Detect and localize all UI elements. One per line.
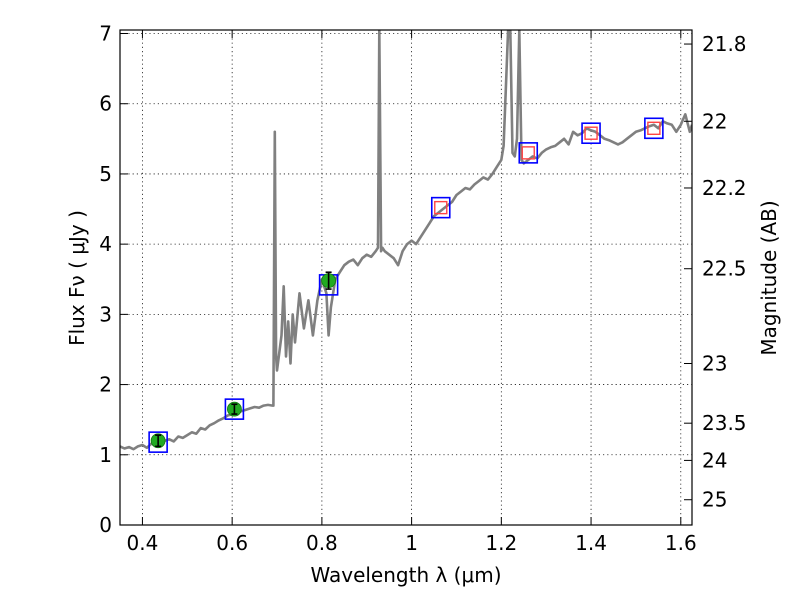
plot-frame [119,29,693,526]
tick-marks [120,30,692,526]
x-tick-label: 0.4 [127,531,159,555]
x-tick-label: 1.4 [575,531,607,555]
right-tick-label: 24 [702,448,727,472]
model-flux-box [148,431,168,453]
y-tick-label: 3 [99,302,112,326]
right-tick-label: 22 [702,109,727,133]
nir-photometry-marker [647,121,661,135]
spectrum-line [120,30,692,451]
right-tick-label: 25 [702,488,727,512]
model-flux-box [581,122,601,145]
y-tick-label: 1 [99,443,112,467]
x-tick-labels: 0.4 0.6 0.8 1 1.2 1.4 1.6 [127,531,697,555]
y-tick-label: 6 [99,92,112,116]
model-flux-box [644,117,664,140]
x-tick-label: 1.2 [485,531,517,555]
x-tick-label: 1.6 [665,531,697,555]
y-tick-label: 5 [99,162,112,186]
x-tick-label: 0.8 [306,531,338,555]
x-tick-label: 0.6 [216,531,248,555]
y-axis-label: Flux Fν ( μJy ) [65,210,89,346]
nir-photometry-marker [521,146,535,160]
nir-photometry-marker [584,126,598,140]
right-axis-label: Magnitude (AB) [757,200,781,355]
model-flux-box [224,398,245,420]
grid-lines [120,30,692,525]
y-tick-label: 7 [99,22,112,46]
model-flux-box [430,196,451,219]
spectrum-layer [120,30,692,451]
right-tick-label: 23 [702,352,727,376]
right-tick-label: 23.5 [702,411,747,435]
x-axis-label: Wavelength λ (μm) [310,563,501,587]
x-tick-label: 1 [405,531,418,555]
right-tick-label: 21.8 [702,32,747,56]
right-tick-labels: 21.8 22 22.2 22.5 23 23.5 24 25 [702,32,747,512]
model-box-layer [148,117,664,453]
right-tick-label: 22.5 [702,257,747,281]
nir-photometry-marker [434,200,448,215]
y-tick-labels: 0 1 2 3 4 5 6 7 [99,22,112,537]
y-tick-label: 0 [99,513,112,537]
y-tick-label: 2 [99,373,112,397]
model-flux-box [518,142,539,164]
right-tick-label: 22.2 [702,176,747,200]
y-tick-label: 4 [99,232,112,256]
photometry-layer [150,121,661,449]
